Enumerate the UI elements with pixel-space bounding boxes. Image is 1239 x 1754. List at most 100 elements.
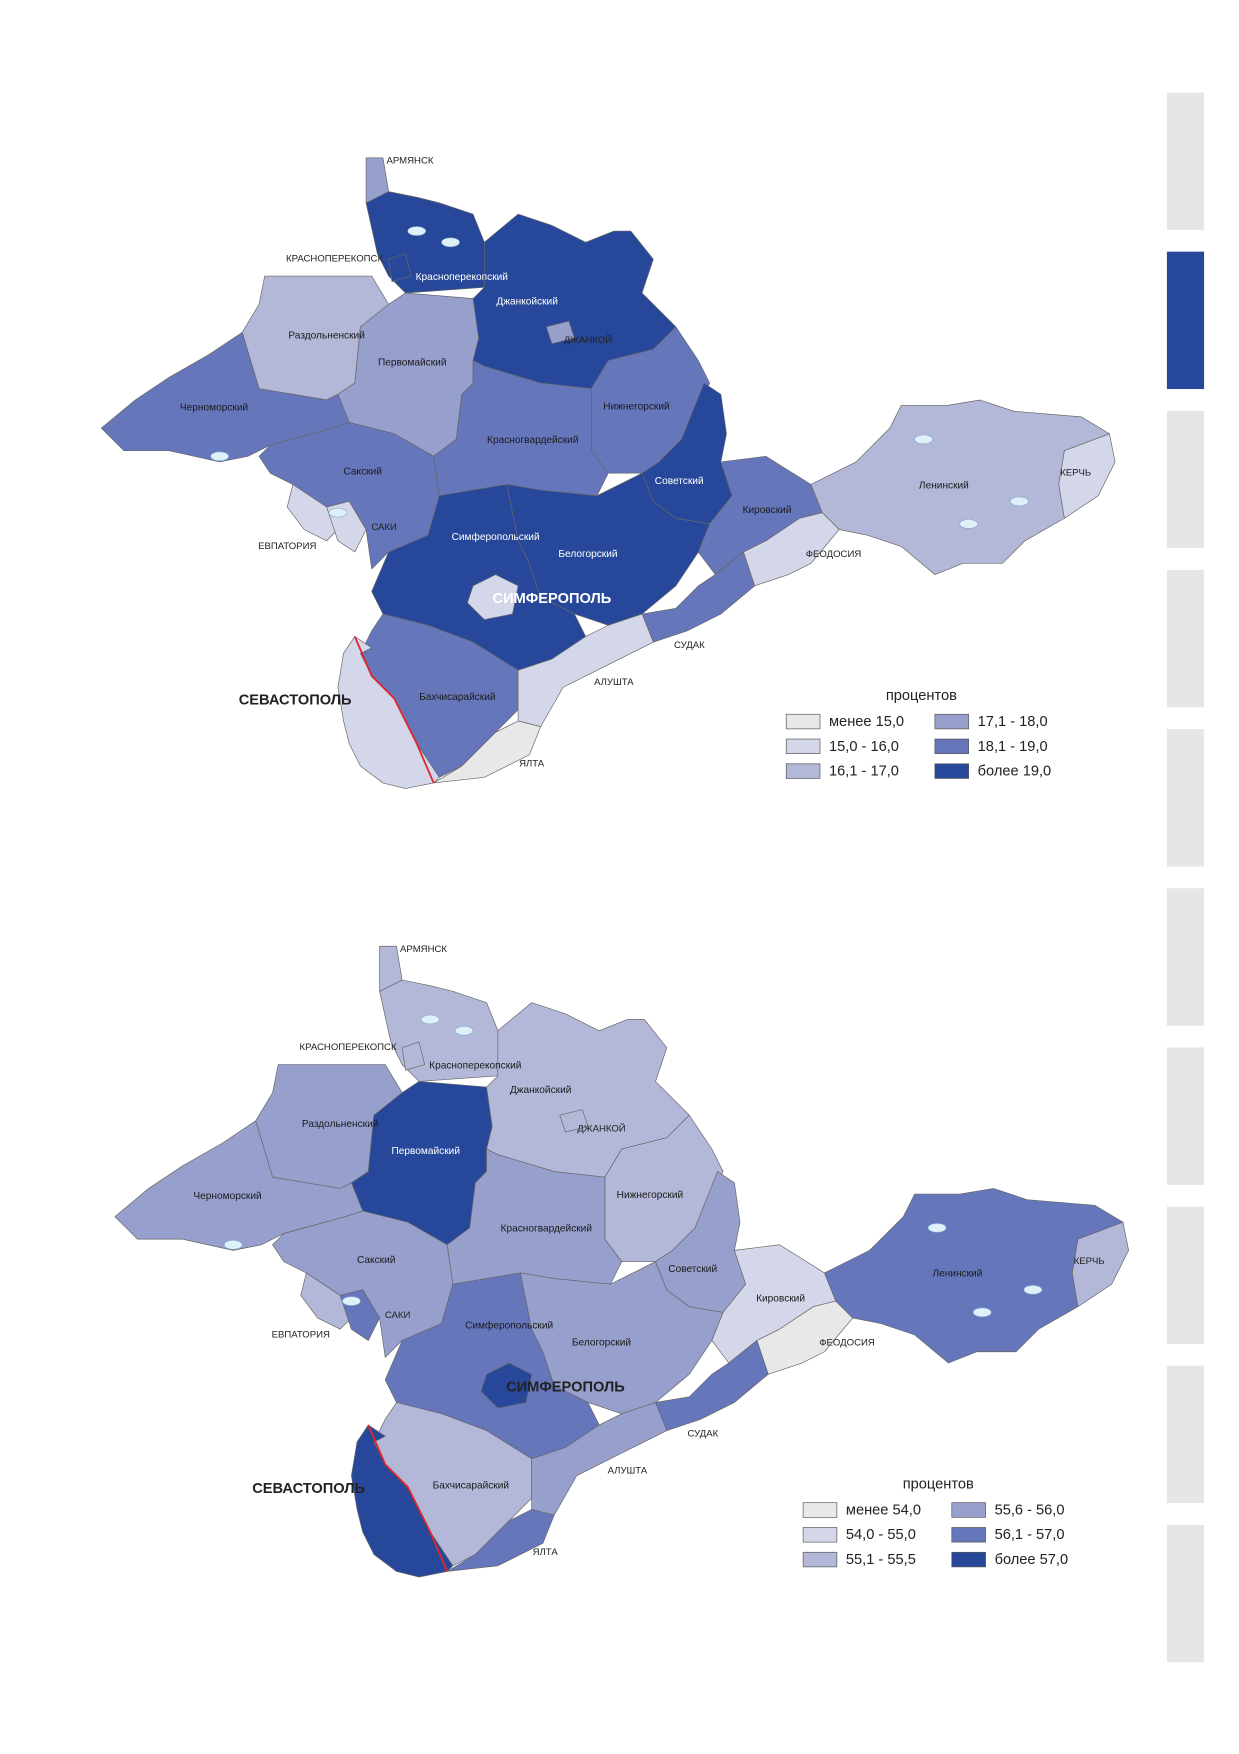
city-label: ЕВПАТОРИЯ [258, 541, 316, 552]
district-label: Джанкойский [496, 297, 558, 308]
legend-label: 56,1 - 57,0 [995, 1527, 1065, 1543]
district-label: Раздольненский [288, 330, 364, 341]
district-label: Сакский [357, 1255, 395, 1266]
city-label: АРМЯНСК [387, 156, 434, 167]
city-area [742, 512, 840, 587]
district-label: Советский [655, 476, 704, 487]
side-tab [1166, 888, 1205, 1026]
city-area [756, 1300, 854, 1375]
city-label: ДЖАНКОЙ [564, 334, 612, 346]
lake [441, 237, 460, 248]
city-area [480, 1362, 533, 1409]
lake [959, 519, 978, 529]
city-area [433, 720, 542, 784]
city-label: АЛУШТА [594, 677, 634, 688]
legend-label: 16,1 - 17,0 [829, 764, 899, 780]
legend-swatch [785, 763, 821, 779]
lake [1010, 496, 1029, 507]
city-area [559, 1109, 589, 1133]
legend-swatch [934, 763, 970, 779]
side-tab [1166, 1365, 1205, 1504]
city-area [655, 1339, 769, 1432]
city-label: АРМЯНСК [400, 944, 447, 955]
lake [454, 1025, 474, 1036]
side-tab [1166, 251, 1205, 390]
district-label: Бахчисарайский [419, 692, 495, 703]
district-label: Симферопольский [465, 1320, 553, 1332]
city-label: САКИ [385, 1310, 411, 1321]
legend-swatch [802, 1551, 838, 1568]
legend-swatch [934, 738, 970, 755]
city-label: САКИ [371, 522, 397, 533]
district-area [641, 382, 733, 525]
city-label: СИМФЕРОПОЛЬ [506, 1380, 625, 1396]
legend-swatch [951, 1551, 986, 1568]
city-label: ДЖАНКОЙ [577, 1122, 625, 1134]
district-label: Белогорский [572, 1337, 631, 1348]
legend-label: 54,0 - 55,0 [846, 1527, 916, 1543]
district-label: Первомайский [378, 357, 447, 368]
district-label: Сакский [343, 467, 381, 478]
legend-label: 15,0 - 16,0 [829, 739, 899, 755]
city-label: ЕВПАТОРИЯ [272, 1329, 330, 1340]
district-label: Черноморский [180, 403, 248, 414]
district-label: Джанкойский [510, 1085, 572, 1096]
map: Раздольненский Первомайский Черноморский Кр… [100, 156, 1116, 789]
lake [223, 1239, 243, 1250]
district-label: Ленинский [932, 1269, 982, 1280]
sevastopol-border [353, 636, 435, 784]
city-area [517, 613, 654, 728]
city-area [545, 320, 575, 345]
district-label: Черноморский [193, 1191, 261, 1202]
district-label: Красногвардейский [487, 435, 578, 446]
district-label: Первомайский [392, 1146, 461, 1157]
city-label: СУДАК [688, 1429, 719, 1440]
legend-label: менее 54,0 [846, 1502, 921, 1518]
city-label: КЕРЧЬ [1060, 468, 1091, 479]
legend-label: 55,1 - 55,5 [846, 1552, 916, 1568]
legend-swatch [802, 1527, 838, 1543]
district-label: Нижнегорский [617, 1190, 684, 1201]
lake [328, 507, 348, 518]
city-area [401, 1041, 426, 1071]
city-label: СУДАК [674, 640, 705, 651]
side-tab [1166, 410, 1205, 549]
city-area [388, 253, 412, 283]
district-label: Советский [668, 1264, 717, 1275]
city-area [641, 551, 756, 643]
district-label: Красноперекопский [416, 272, 508, 283]
sevastopol-border [367, 1424, 448, 1572]
side-tabs [1166, 92, 1205, 1663]
lake [420, 1014, 440, 1025]
legend-label: более 19,0 [978, 764, 1052, 780]
lake [342, 1296, 361, 1306]
legend-swatch [802, 1502, 838, 1518]
legend-title: процентов [903, 1477, 974, 1493]
legend-label: 17,1 - 18,0 [978, 714, 1048, 730]
district-area [100, 331, 350, 463]
city-label: СЕВАСТОПОЛЬ [252, 1481, 365, 1497]
lake [914, 434, 933, 445]
legend-swatch [785, 713, 821, 730]
lake [407, 226, 427, 236]
legend-title: процентов [886, 688, 957, 704]
city-label: КРАСНОПЕРЕКОПСК [286, 254, 383, 265]
legend: процентов менее 15,0 15,0 - 16,0 16,1 - 17,… [785, 688, 1052, 780]
side-tab [1166, 569, 1205, 708]
city-area [446, 1509, 555, 1572]
district-label: Раздольненский [302, 1119, 378, 1130]
district-area [519, 1261, 724, 1415]
district-label: Красногвардейский [501, 1224, 592, 1235]
city-label: ЯЛТА [533, 1547, 559, 1558]
city-area [300, 1272, 352, 1330]
legend-swatch [951, 1502, 986, 1518]
city-label: АЛУШТА [608, 1466, 648, 1477]
lake [927, 1223, 947, 1233]
lake [1023, 1285, 1043, 1295]
district-label: Симферопольский [452, 531, 540, 543]
lake [972, 1307, 992, 1318]
district-label: Кировский [743, 505, 792, 516]
legend-label: более 57,0 [995, 1552, 1069, 1568]
